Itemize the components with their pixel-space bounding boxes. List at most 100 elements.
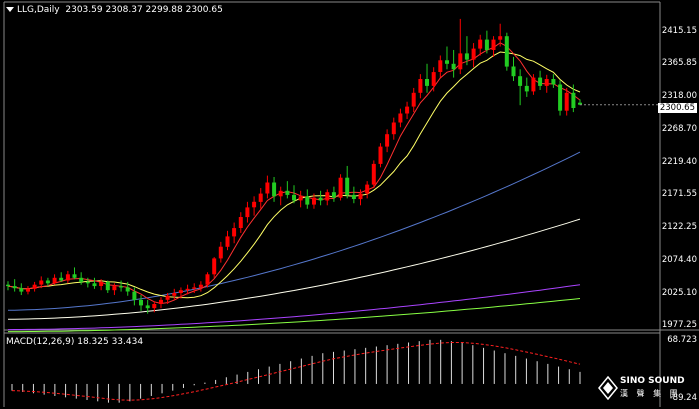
candle-body [385, 134, 390, 147]
candle-body [504, 36, 509, 67]
candle-body [411, 92, 416, 107]
logo-text-en: SINO SOUND [620, 376, 685, 386]
candle-body [205, 274, 210, 285]
candle-body [511, 66, 516, 77]
candle-body [438, 60, 443, 72]
candle-body [218, 246, 223, 259]
candle-body [445, 60, 449, 64]
candle-body [6, 284, 10, 287]
candle-body [498, 36, 503, 40]
macd-axis-top-label: 68.723 [667, 335, 697, 345]
candle-body [172, 293, 177, 296]
candle-body [278, 190, 283, 197]
ma-line-white [8, 218, 581, 320]
candle-body [318, 197, 323, 201]
candle-body [478, 39, 483, 49]
candle-body [531, 77, 536, 92]
candle-body [26, 288, 30, 292]
candle-body [238, 217, 243, 228]
ma-line-blue [8, 151, 581, 311]
price-tick-label: 2171.55 [661, 189, 697, 199]
candle-body [544, 79, 549, 86]
candle-body [232, 228, 237, 237]
dropdown-triangle-icon[interactable] [6, 7, 14, 12]
ma-line-green [8, 298, 581, 333]
candle-body [178, 290, 183, 293]
candle-body [431, 72, 436, 86]
candle-body [451, 63, 456, 70]
candle-body [52, 277, 57, 284]
candle-body [258, 193, 263, 202]
candle-body [165, 295, 170, 300]
candle-body [578, 102, 582, 105]
candle-body [39, 280, 44, 285]
candle-body [99, 281, 104, 286]
candle-body [338, 177, 343, 198]
candle-body [32, 284, 37, 289]
candle-body [132, 291, 137, 300]
ma-line-purple [7, 284, 581, 331]
candle-body [119, 286, 124, 288]
chart-header: LLG,Daily 2303.59 2308.37 2299.88 2300.6… [6, 5, 223, 15]
candle-body [551, 79, 556, 85]
candle-body [12, 286, 17, 289]
candle-body [212, 258, 217, 275]
candle-body [358, 193, 363, 200]
candle-body [245, 207, 250, 218]
candle-body [558, 84, 563, 111]
candle-body [298, 196, 303, 201]
candle-body [538, 77, 543, 86]
candle-body [92, 283, 97, 287]
candle-body [145, 305, 150, 309]
price-tick-label: 2074.40 [661, 255, 697, 265]
candle-body [345, 177, 350, 195]
candle-body [285, 190, 290, 195]
candle-body [325, 192, 330, 201]
candle-body [571, 92, 576, 108]
candle-body [252, 201, 257, 208]
candle-body [192, 287, 197, 289]
candle-body [19, 288, 24, 292]
price-tick-label: 1977.25 [661, 320, 697, 330]
candle-body [59, 277, 64, 281]
candle-body [491, 39, 496, 50]
logo-text-cn: 漢 聲 集 團 [620, 389, 681, 398]
price-tick-label: 2025.10 [661, 288, 697, 298]
sino-sound-logo: SINO SOUND 漢 聲 集 團 [598, 373, 696, 403]
macd-header: MACD(12,26,9) 18.325 33.434 [6, 337, 144, 347]
candle-body [225, 236, 230, 247]
candle-body [425, 79, 429, 86]
ohlc-values: 2303.59 2308.37 2299.88 2300.65 [65, 5, 223, 15]
current-price-label: 2300.65 [657, 103, 697, 113]
candle-body [484, 39, 489, 50]
candle-body [458, 53, 463, 70]
candle-body [312, 197, 316, 205]
price-tick-label: 2268.70 [661, 124, 697, 134]
candle-body [45, 280, 50, 284]
candle-body [471, 48, 476, 60]
price-tick-label: 2365.85 [661, 58, 697, 68]
candle-body [292, 194, 296, 201]
price-tick-label: 2318.00 [661, 91, 697, 101]
candle-body [65, 274, 70, 281]
candle-body [351, 194, 356, 199]
candle-body [105, 281, 110, 291]
macd-signal-line [11, 342, 581, 401]
candle-body [365, 184, 370, 194]
candle-body [378, 146, 383, 164]
symbol-timeframe: LLG,Daily [17, 5, 60, 15]
candle-body [418, 79, 423, 93]
logo-emblem-icon [598, 376, 618, 400]
candle-body [72, 274, 77, 278]
candle-body [272, 182, 277, 197]
candle-body [564, 92, 569, 111]
candle-body [198, 284, 203, 288]
candle-body [331, 192, 336, 198]
candle-body [405, 106, 410, 114]
price-tick-label: 2122.25 [661, 222, 697, 232]
candle-body [305, 196, 310, 205]
macd-axis-bottom-label: -89.24 [669, 393, 697, 403]
candle-body [85, 281, 90, 284]
